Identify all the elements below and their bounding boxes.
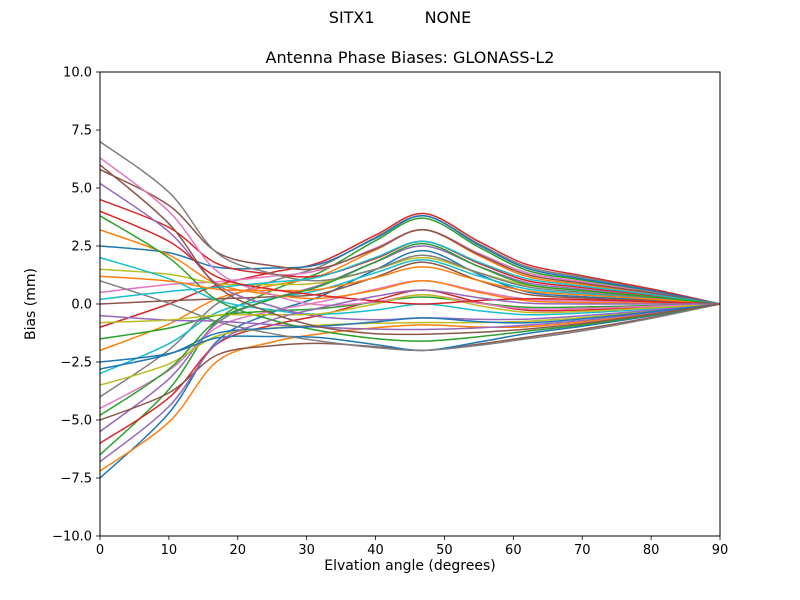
y-tick-label: −7.5 — [60, 472, 92, 487]
series-line — [99, 261, 721, 305]
series-line — [99, 168, 721, 305]
y-tick-label: 7.5 — [71, 124, 92, 139]
x-tick-label: 60 — [505, 543, 522, 558]
y-tick-label: 5.0 — [71, 182, 92, 197]
series-line — [99, 217, 721, 456]
series-line — [99, 256, 721, 316]
series-line — [99, 229, 721, 305]
series-line — [99, 303, 721, 331]
y-tick-label: 2.5 — [71, 240, 92, 255]
y-tick-label: −5.0 — [60, 414, 92, 429]
suptitle-station-id: SITX1 — [328, 8, 375, 27]
series-line — [99, 280, 721, 410]
series-line — [99, 210, 721, 305]
y-tick-label: 0.0 — [71, 298, 92, 313]
x-axis-label: Elvation angle (degrees) — [324, 558, 496, 574]
x-tick-label: 90 — [712, 543, 729, 558]
y-tick-label: −2.5 — [60, 356, 92, 371]
series-line — [99, 242, 721, 417]
x-tick-label: 50 — [436, 543, 453, 558]
axes-title: Antenna Phase Biases: GLONASS-L2 — [265, 48, 555, 67]
y-tick-label: −10.0 — [52, 530, 92, 545]
x-tick-label: 40 — [367, 543, 384, 558]
series-line — [99, 215, 721, 342]
series-line — [99, 140, 721, 305]
x-tick-label: 0 — [96, 543, 104, 558]
series-line — [99, 293, 721, 324]
series-line — [99, 296, 721, 340]
x-tick-label: 10 — [161, 543, 178, 558]
x-tick-label: 20 — [230, 543, 247, 558]
series-line — [99, 289, 720, 463]
series-line — [99, 266, 721, 305]
x-tick-label: 70 — [574, 543, 591, 558]
series-line — [99, 303, 721, 472]
figure-suptitle: SITX1 NONE — [0, 8, 800, 28]
x-tick-label: 80 — [643, 543, 660, 558]
y-tick-label: 10.0 — [63, 66, 92, 81]
series-line — [99, 303, 721, 363]
series-line — [99, 280, 721, 352]
x-tick-label: 30 — [298, 543, 315, 558]
series-line — [99, 303, 721, 370]
series-line — [99, 289, 721, 444]
series-line — [99, 245, 721, 433]
suptitle-mode: NONE — [424, 8, 472, 27]
series-line — [99, 164, 721, 336]
